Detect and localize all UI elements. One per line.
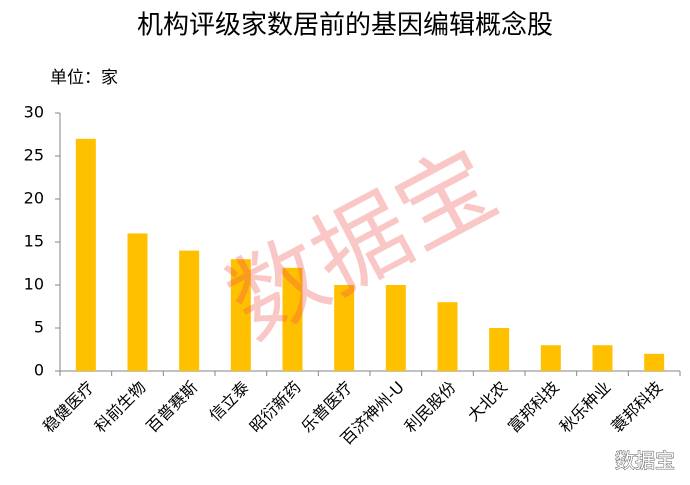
bar (437, 302, 458, 371)
y-tick-label: 30 (24, 103, 44, 122)
x-tick-label: 秋乐种业 (556, 378, 615, 437)
bar (644, 353, 665, 371)
x-tick-label: 科前生物 (91, 378, 150, 437)
y-tick-label: 25 (24, 146, 44, 165)
bar (75, 138, 96, 371)
bar (334, 285, 355, 371)
bar (540, 345, 561, 371)
watermark: 数据宝 (210, 129, 513, 360)
x-tick-label: 利民股份 (401, 378, 460, 437)
y-tick-label: 10 (24, 275, 44, 294)
bar (282, 267, 303, 371)
logo: 数据宝 (615, 449, 675, 473)
x-tick-label: 富邦科技 (504, 378, 563, 437)
bar (230, 259, 251, 371)
bar (489, 328, 510, 371)
chart-subtitle: 单位：家 (50, 68, 118, 88)
y-tick-label: 0 (34, 361, 44, 380)
chart-title: 机构评级家数居前的基因编辑概念股 (137, 11, 553, 41)
y-tick-label: 5 (34, 318, 44, 337)
x-tick-label: 稳健医疗 (39, 378, 98, 437)
y-tick-label: 15 (24, 232, 44, 251)
bar (385, 285, 406, 371)
x-tick-label: 百普赛斯 (142, 378, 201, 437)
x-tick-label: 蓑邦科技 (607, 378, 666, 437)
x-tick-label: 大北农 (464, 378, 511, 425)
bar (127, 233, 148, 371)
y-tick-label: 20 (24, 189, 44, 208)
bar (592, 345, 613, 371)
x-tick-label: 昭衍新药 (246, 378, 305, 437)
bar (179, 250, 200, 371)
x-tick-label: 信立泰 (205, 378, 252, 425)
